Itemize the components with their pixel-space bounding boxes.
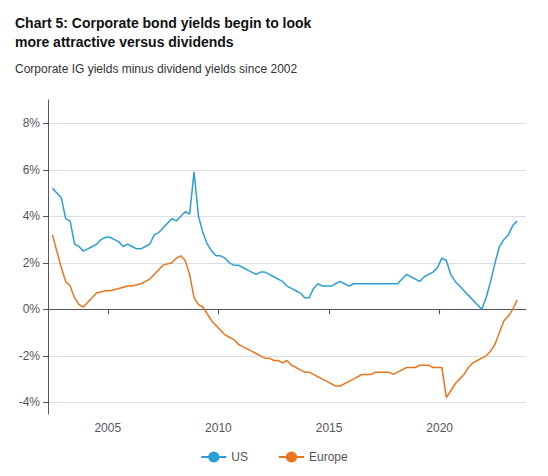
svg-text:2020: 2020 [426,421,453,435]
svg-text:Europe: Europe [309,450,348,464]
svg-text:4%: 4% [23,209,41,223]
svg-text:2015: 2015 [316,421,343,435]
svg-text:2005: 2005 [94,421,121,435]
svg-text:Chart 5: Corporate bond yields: Chart 5: Corporate bond yields begin to … [15,15,312,31]
svg-text:Corporate IG yields minus divi: Corporate IG yields minus dividend yield… [15,62,297,76]
svg-text:6%: 6% [23,163,41,177]
svg-text:8%: 8% [23,116,41,130]
svg-text:-2%: -2% [19,349,41,363]
svg-text:0%: 0% [23,302,41,316]
svg-text:2010: 2010 [205,421,232,435]
svg-text:more attractive versus dividen: more attractive versus dividends [15,34,234,50]
svg-text:2%: 2% [23,256,41,270]
svg-text:-4%: -4% [19,395,41,409]
svg-text:US: US [231,450,248,464]
